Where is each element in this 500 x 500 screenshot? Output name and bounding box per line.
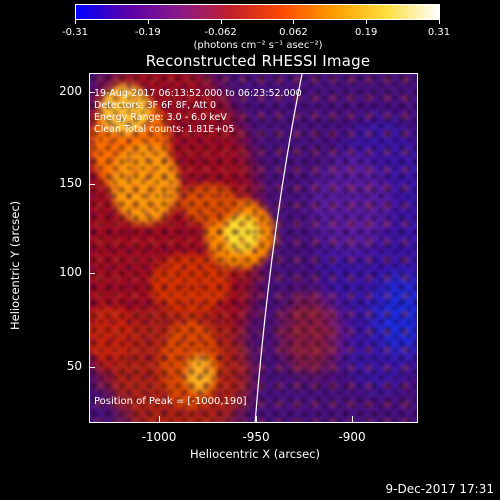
info-time-range: 19-Aug-2017 06:13:52.000 to 06:23:52.000 [94,88,302,99]
colorbar-tick-label: -0.31 [62,27,88,38]
x-tick-label: -900 [338,430,366,444]
colorbar-tick-label: -0.19 [134,27,161,38]
colorbar-tick-label: -0.062 [204,27,237,38]
info-energy-range: Energy Range: 3.0 - 6.0 keV [94,112,227,123]
y-tick-label: 150 [59,176,82,190]
colorbar-tick-label: 0.31 [427,27,451,38]
plot-timestamp: 9-Dec-2017 17:31 [385,482,494,496]
info-peak-position: Position of Peak = [-1000,190] [94,396,247,407]
colorbar-tick-label: 0.062 [279,27,308,38]
y-tick [89,367,95,368]
info-detectors: Detectors: 3F 6F 8F, Att 0 [94,100,217,111]
colorbar-tick [439,20,440,24]
y-tick [89,92,95,93]
colorbar-tick [293,20,295,24]
rhessi-image: 19-Aug-2017 06:13:52.000 to 06:23:52.000… [89,73,418,423]
info-clean-counts: Clean Total counts: 1.81E+05 [94,124,235,135]
colorbar-tick [366,20,368,24]
colorbar-tick [220,20,222,24]
x-axis-label: Heliocentric X (arcsec) [190,447,320,461]
y-tick-label: 50 [66,359,82,373]
y-tick [89,184,95,185]
y-tick-label: 200 [59,84,82,98]
x-tick-label: -950 [242,430,270,444]
y-axis-label: Heliocentric Y (arcsec) [8,200,22,330]
colorbar-units: (photons cm⁻² s⁻¹ asec⁻²) [193,40,323,51]
x-tick-label: -1000 [141,430,177,444]
y-tick-label: 100 [59,265,82,279]
y-tick [89,273,95,274]
colorbar-tick-label: 0.19 [355,27,378,38]
image-title: Reconstructed RHESSI Image [145,52,371,70]
colorbar-tick [147,20,149,24]
x-tick [256,416,257,423]
x-tick [159,416,160,423]
solar-limb-line [254,74,303,422]
x-tick [352,416,353,423]
colorbar [75,4,440,20]
colorbar-tick [75,20,76,24]
